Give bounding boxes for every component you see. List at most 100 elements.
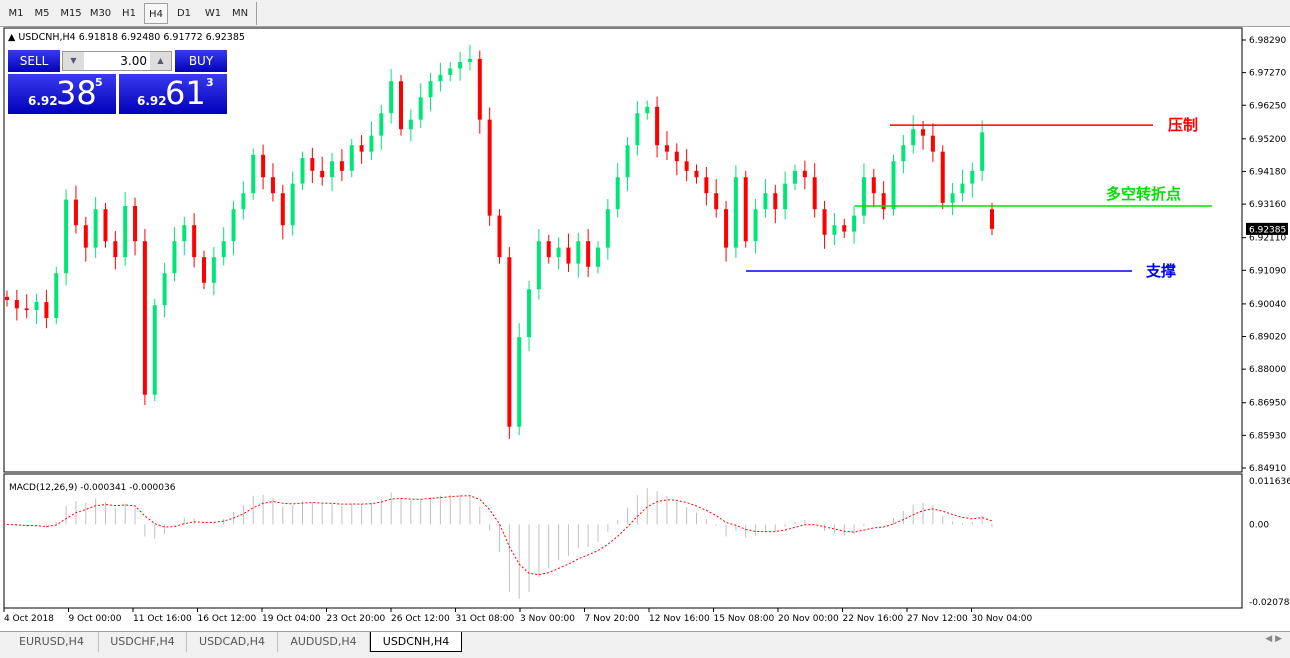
volume-up-icon[interactable]: ▲ [150, 52, 171, 70]
timeframe-h1[interactable]: H1 [122, 8, 136, 19]
tab-usdchf-h4[interactable]: USDCHF,H4 [99, 632, 187, 652]
tab-usdcnh-h4[interactable]: USDCNH,H4 [370, 632, 462, 652]
candle-body [487, 119, 492, 216]
price-axis-label: 6.86950 [1249, 399, 1286, 409]
time-axis-label: 4 Oct 2018 [4, 614, 54, 624]
candle-body [704, 177, 709, 194]
time-axis-label: 23 Oct 20:00 [327, 614, 386, 624]
candle-body [655, 106, 660, 146]
candle-body [871, 177, 876, 194]
timeframe-w1[interactable]: W1 [204, 8, 222, 19]
symbol-ohlc: USDCNH,H4 6.91818 6.92480 6.91772 6.9238… [18, 32, 245, 43]
tab-usdcad-h4[interactable]: USDCAD,H4 [187, 632, 278, 652]
candle-body [664, 145, 669, 152]
level-label: 压制 [1168, 116, 1198, 134]
candle-body [211, 257, 216, 283]
candle-body [802, 170, 807, 178]
volume-stepper[interactable]: ▼ 3.00 ▲ [62, 51, 172, 71]
candle-body [556, 247, 561, 258]
candle-body [231, 209, 236, 242]
time-axis-label: 27 Nov 12:00 [907, 614, 968, 624]
candle-body [438, 74, 443, 82]
candle-body [280, 193, 285, 226]
time-axis-label: 19 Oct 04:00 [262, 614, 321, 624]
sell-price-pips: 38 [56, 74, 97, 112]
time-axis-label: 31 Oct 08:00 [456, 614, 515, 624]
timeframe-h4[interactable]: H4 [144, 3, 168, 24]
chart-canvas[interactable]: 6.98290 6.97270 6.96250 6.95200 6.94180 6.931… [0, 27, 1290, 631]
candle-body [980, 132, 985, 171]
candle-body [300, 158, 305, 184]
candle-body [477, 58, 482, 120]
candle-body [270, 177, 275, 194]
candle-body [694, 170, 699, 178]
candle-body [714, 193, 719, 210]
tab-eurusd-h4[interactable]: EURUSD,H4 [5, 632, 99, 652]
tab-audusd-h4[interactable]: AUDUSD,H4 [278, 632, 370, 652]
price-axis-label: 6.89020 [1249, 333, 1286, 343]
candle-body [251, 154, 256, 194]
time-axis-label: 12 Nov 16:00 [649, 614, 710, 624]
symbol-info: ▲ USDCNH,H4 6.91818 6.92480 6.91772 6.92… [8, 32, 245, 43]
candle-body [330, 161, 335, 178]
candle-body [940, 151, 945, 203]
macd-axis-label: 0.00 [1249, 520, 1269, 530]
price-axis-label: 6.95200 [1249, 135, 1286, 145]
candle-body [162, 273, 167, 306]
timeframe-m5[interactable]: M5 [34, 8, 50, 19]
candle-body [753, 209, 758, 242]
candle-body [5, 296, 9, 301]
candle-body [339, 161, 344, 171]
timeframe-m15[interactable]: M15 [60, 8, 82, 19]
buy-button[interactable]: BUY [175, 50, 227, 72]
candle-body [103, 209, 108, 242]
macd-label: MACD(12,26,9) -0.000341 -0.000036 [9, 483, 176, 493]
chart-window: 6.98290 6.97270 6.96250 6.95200 6.94180 6.931… [0, 27, 1290, 631]
volume-input[interactable]: 3.00 [120, 54, 147, 68]
price-axis-label: 6.85930 [1249, 431, 1286, 441]
buy-price[interactable]: 6.92 61 3 [119, 74, 227, 114]
timeframe-m30[interactable]: M30 [89, 8, 112, 19]
sell-price[interactable]: 6.92 38 5 [8, 74, 116, 114]
candle-body [743, 177, 748, 242]
collapse-triangle-icon[interactable]: ▲ [8, 32, 19, 43]
candle-body [635, 113, 640, 146]
candle-body [458, 62, 463, 69]
buy-price-fraction: 3 [206, 76, 214, 89]
candle-body [182, 225, 187, 242]
macd-axis-label: 0.011636 [1249, 477, 1290, 487]
macd-axis-label: -0.020788 [1249, 598, 1290, 608]
timeframe-d1[interactable]: D1 [176, 8, 192, 19]
volume-down-icon[interactable]: ▼ [63, 52, 84, 70]
candle-body [241, 193, 246, 210]
tab-scroll-arrows-icon[interactable]: ◀ ▶ [1265, 634, 1282, 644]
candle-body [960, 183, 965, 194]
candle-body [911, 129, 916, 146]
candle-body [221, 241, 226, 258]
candle-body [586, 241, 591, 267]
price-axis-label: 6.84910 [1249, 464, 1286, 474]
candle-body [527, 289, 532, 338]
time-axis-label: 16 Oct 12:00 [198, 614, 257, 624]
candle-body [970, 170, 975, 184]
candle-body [507, 257, 512, 427]
candle-body [881, 193, 886, 210]
time-axis-label: 9 Oct 00:00 [69, 614, 122, 624]
candle-body [349, 145, 354, 171]
candle-body [536, 241, 541, 290]
timeframe-mn[interactable]: MN [231, 8, 249, 19]
timeframe-m1[interactable]: M1 [8, 8, 24, 19]
candle-body [517, 337, 522, 427]
candle-body [793, 170, 797, 184]
candle-body [399, 81, 403, 130]
time-axis-label: 11 Oct 16:00 [133, 614, 192, 624]
candle-body [428, 81, 433, 98]
candle-body [123, 206, 128, 258]
time-axis-label: 26 Oct 12:00 [391, 614, 450, 624]
candle-body [54, 273, 59, 318]
candle-body [389, 81, 394, 114]
sell-price-prefix: 6.92 [28, 94, 58, 108]
sell-button[interactable]: SELL [8, 50, 60, 72]
candle-body [408, 119, 413, 130]
buy-price-pips: 61 [165, 74, 206, 112]
